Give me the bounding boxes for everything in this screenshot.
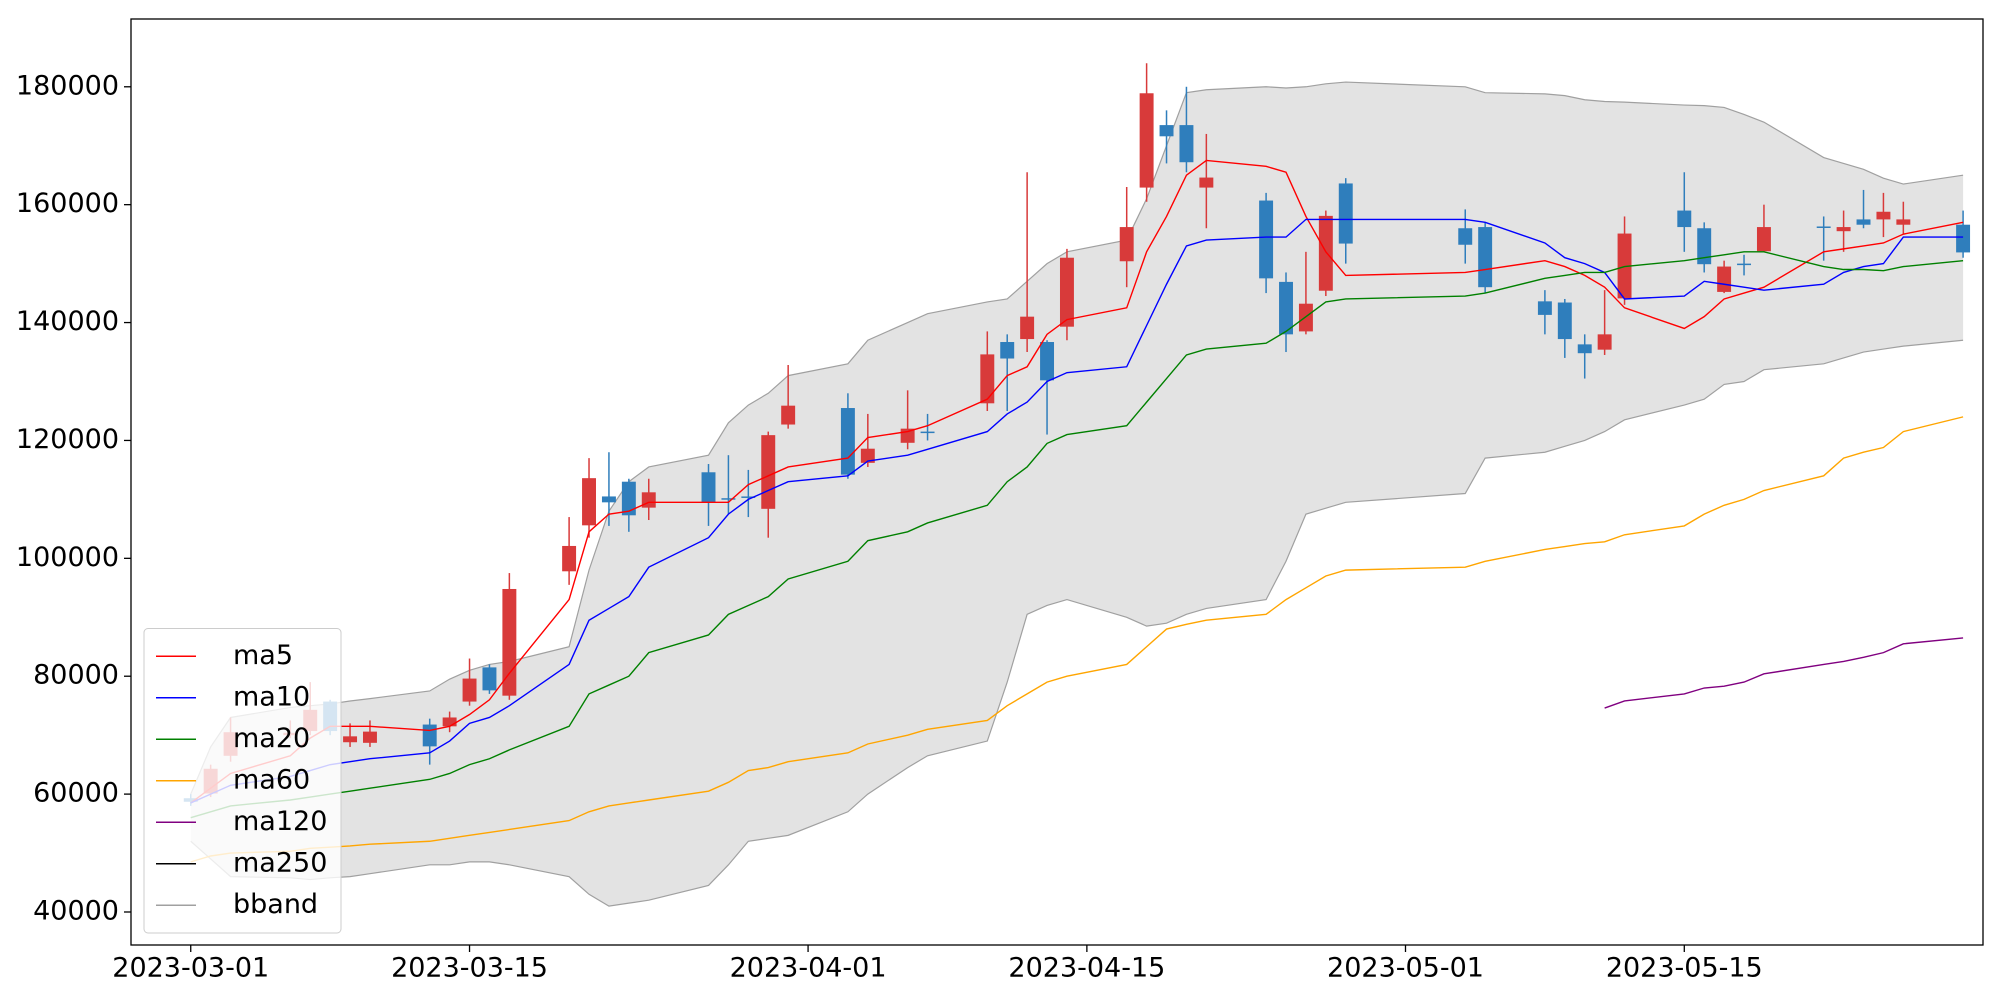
candle-body [1338,183,1353,244]
legend-label: ma250 [233,847,327,878]
candle-body [1298,303,1313,332]
candle-body [482,667,497,691]
bband-lower [190,339,1964,907]
x-tick-label: 2023-05-15 [1606,953,1763,984]
y-tick-label: 180000 [16,70,119,101]
candle-body [1040,342,1055,381]
y-tick-label: 120000 [16,424,119,455]
candle-body [621,481,636,516]
candle-body [1259,200,1274,279]
candle-body [721,498,736,500]
ma-line [190,251,1964,819]
legend-label: ma5 [233,640,293,671]
ma-line [190,416,1964,863]
candle-body [1318,215,1333,291]
candle-body [741,496,756,498]
legend-label: ma20 [233,723,310,754]
candle-body [1478,227,1493,288]
candle-body [1159,125,1174,137]
candle-body [1537,301,1552,315]
candle-body [1000,342,1015,359]
candle-body [1677,210,1692,228]
candle-body [1139,93,1154,188]
candle-body [1737,263,1752,266]
legend-label: ma60 [233,764,310,795]
candle-body [1756,227,1771,252]
y-tick-label: 100000 [16,542,119,573]
candle-body [1717,266,1732,292]
ma-line [190,159,1964,804]
candle-body [1199,177,1214,188]
candle-body [980,354,995,404]
x-tick-label: 2023-03-15 [391,953,548,984]
candle-body [1557,302,1572,340]
y-tick-label: 140000 [16,306,119,337]
candle-body [781,405,796,425]
candle-body [1279,281,1293,335]
candle-body [1020,316,1035,340]
y-tick-label: 160000 [16,188,119,219]
candle-body [1856,219,1871,225]
plot-frame [130,18,1984,946]
legend-box [143,628,342,934]
candle-body [1836,227,1851,232]
candle-body [1697,228,1712,265]
candle-body [1816,226,1831,228]
candle-body [641,492,656,508]
candle-body [701,472,716,503]
x-tick-label: 2023-04-15 [1008,953,1165,984]
candle-body [1956,224,1971,253]
ma-line [190,218,1964,804]
candle-body [562,545,577,572]
candle-body [582,478,596,526]
candle-body [1059,257,1074,327]
candle-body [920,431,935,434]
candle-body [462,678,477,702]
candle-body [601,496,616,503]
candle-body [442,717,457,727]
candle-body [1179,125,1194,163]
bband-upper [190,81,1964,795]
candle-body [860,448,875,463]
legend-label: bband [233,889,318,920]
candle-body [422,724,437,747]
x-tick-label: 2023-04-01 [730,953,887,984]
candle-body [1876,211,1891,220]
candle-body [1577,344,1592,354]
candle-body [761,435,776,509]
candle-body [1896,219,1911,225]
candle-body [1458,228,1473,245]
y-tick-label: 60000 [33,778,119,809]
bband-fill [190,82,1964,907]
candle-body [362,731,377,743]
y-tick-label: 80000 [33,660,119,691]
candle-body [1119,227,1134,262]
y-tick-label: 40000 [33,895,119,926]
x-tick-label: 2023-05-01 [1327,953,1484,984]
candle-body [1597,334,1612,350]
legend-label: ma10 [233,681,310,712]
candle-body [343,736,358,743]
legend-label: ma120 [233,806,327,837]
x-tick-label: 2023-03-01 [112,953,269,984]
candle-body [840,408,855,475]
ma-line [1604,637,1964,709]
